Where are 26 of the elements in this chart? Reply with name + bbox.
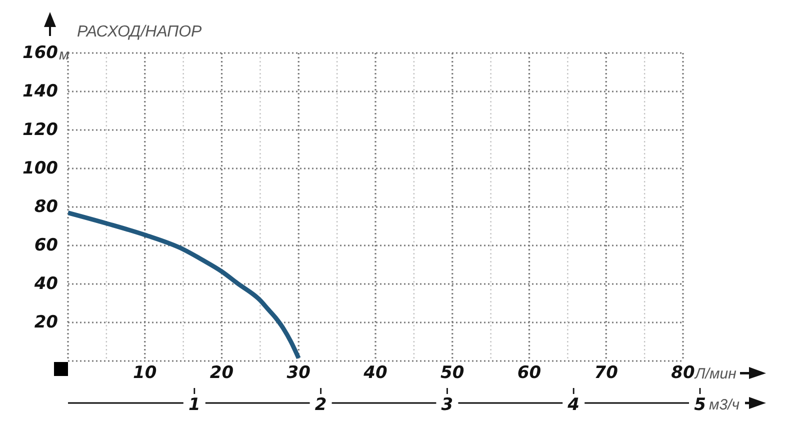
chart-title: РАСХОД/НАПОР: [77, 24, 202, 40]
x2-tick-label: 5: [694, 395, 706, 415]
y-tick-label: 80: [34, 197, 58, 217]
x2-tick-label: 1: [188, 395, 200, 415]
y-tick-label: 100: [22, 158, 58, 178]
x-tick-label: 70: [594, 363, 618, 383]
y-tick-label: 60: [34, 236, 58, 256]
x2-axis-title: м3/ч: [709, 396, 740, 414]
x2-tick-label: 2: [314, 395, 327, 415]
x-tick-label: 30: [286, 363, 311, 383]
x-tick-label: 20: [210, 363, 234, 383]
x-tick-label: 80: [671, 363, 695, 383]
y-tick-label: 160: [22, 43, 58, 63]
y-tick-label: 120: [22, 120, 58, 140]
line-series: [68, 210, 301, 360]
x-tick-label: 10: [133, 363, 157, 383]
x2-tick-label: 4: [566, 395, 580, 415]
y-tick-label: 20: [34, 312, 58, 332]
y-axis-title: м: [59, 46, 70, 64]
x-tick-label: 60: [517, 363, 542, 383]
x-tick-label: 50: [440, 363, 464, 383]
y-tick-label: 140: [22, 82, 58, 102]
x-tick-label: 40: [362, 363, 388, 383]
x-axis-title: Л/мин: [694, 366, 736, 382]
y-tick-label: 40: [33, 274, 58, 294]
x2-tick-label: 3: [441, 395, 454, 415]
